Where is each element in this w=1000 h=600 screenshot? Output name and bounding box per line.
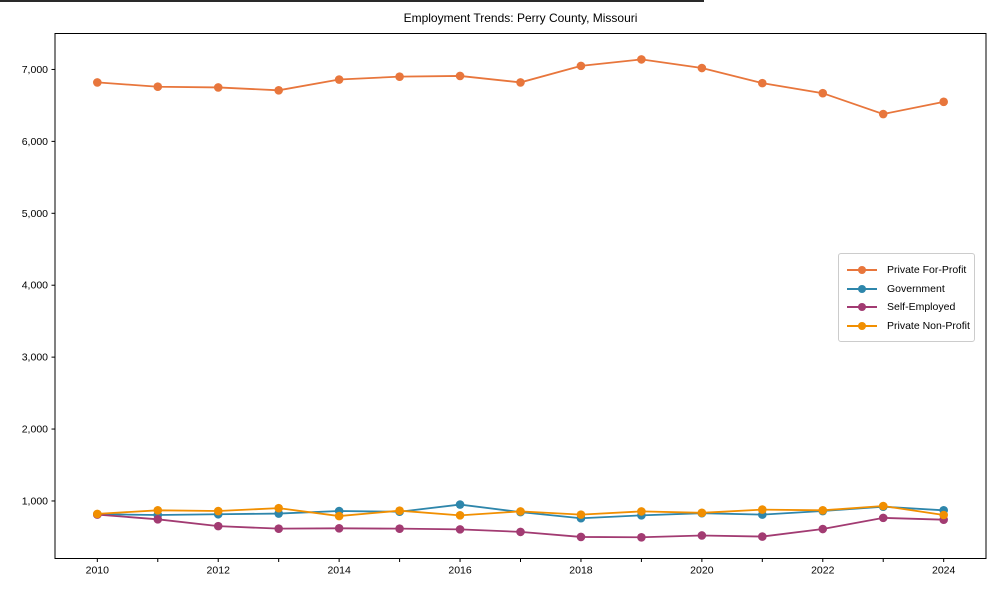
y-tick-label: 2,000 (22, 424, 48, 436)
window-border-line (0, 0, 704, 2)
data-point (697, 531, 707, 540)
y-tick-label: 1,000 (22, 495, 48, 507)
legend-label: Self-Employed (887, 301, 956, 314)
x-tick-label: 2012 (207, 565, 231, 577)
data-point (274, 524, 283, 533)
y-tick-label: 5,000 (22, 208, 48, 220)
data-point (758, 505, 767, 514)
x-tick-label: 2014 (327, 565, 351, 577)
y-tick-label: 7,000 (22, 64, 48, 76)
data-point (516, 78, 525, 87)
series-self-employed (93, 510, 948, 542)
data-point (576, 510, 586, 519)
legend-label: Government (887, 282, 945, 295)
legend-item: Government (847, 280, 966, 298)
data-point (213, 506, 223, 516)
data-point (637, 507, 646, 516)
data-point (153, 82, 163, 92)
legend-line-dot-icon (847, 321, 877, 331)
data-point (334, 75, 344, 84)
x-tick-label: 2018 (569, 565, 593, 577)
data-point (939, 510, 948, 520)
data-point (213, 521, 223, 531)
data-point (576, 532, 586, 542)
data-point (818, 88, 828, 98)
legend-label: Private For-Profit (887, 264, 967, 276)
legend-line-dot-icon (847, 284, 877, 294)
data-point (697, 63, 707, 73)
data-point (878, 513, 888, 523)
data-point (274, 503, 283, 513)
data-point (455, 511, 465, 520)
data-point (758, 78, 767, 88)
data-point (395, 524, 404, 533)
data-point (334, 511, 344, 521)
y-axis: 1,000 2,000 3,000 4,000 5,000 6,000 7,000 (22, 64, 55, 507)
x-tick-label: 2022 (811, 565, 835, 577)
legend-item: Private Non-Profit (847, 317, 970, 335)
legend-label: Private Non-Profit (887, 319, 970, 332)
data-point (93, 78, 102, 87)
legend-item: Self-Employed (847, 298, 966, 316)
y-tick-label: 3,000 (22, 352, 48, 364)
data-point (637, 532, 646, 542)
legend-line-dot-icon (847, 302, 877, 312)
x-axis: 2010 2012 2014 2016 2018 2020 2022 2024 (86, 558, 956, 577)
data-point (939, 97, 948, 107)
data-point (637, 55, 646, 64)
data-point (516, 507, 525, 516)
data-point (213, 83, 223, 92)
y-tick-label: 4,000 (22, 280, 48, 292)
data-point (878, 501, 888, 511)
data-point (516, 527, 525, 537)
data-point (576, 61, 586, 71)
series-private-for-profit (93, 55, 948, 119)
series-line-private-for-profit (97, 58, 944, 115)
legend-item: Private For-Profit (847, 261, 966, 279)
data-point (758, 532, 767, 541)
series-private-non-profit (93, 501, 948, 521)
data-point (878, 109, 888, 119)
x-tick-label: 2010 (86, 565, 110, 577)
y-tick-label: 6,000 (22, 136, 48, 148)
data-point (153, 506, 163, 515)
data-point (697, 508, 707, 518)
chart-title: Employment Trends: Perry County, Missour… (403, 11, 638, 25)
data-point (455, 71, 465, 81)
data-point (455, 500, 465, 509)
data-point (818, 524, 828, 534)
data-point (153, 515, 163, 524)
x-tick-label: 2016 (448, 565, 472, 577)
chart-legend: Private For-Profit Government Self-Employe… (838, 253, 975, 342)
data-point (395, 72, 404, 81)
data-point (395, 506, 404, 515)
legend-line-dot-icon (847, 265, 877, 275)
data-point (93, 509, 102, 519)
data-point (334, 523, 344, 533)
x-tick-label: 2020 (690, 565, 714, 577)
data-point (818, 506, 828, 515)
data-point (455, 525, 465, 534)
data-point (274, 86, 283, 95)
x-tick-label: 2024 (932, 565, 956, 577)
